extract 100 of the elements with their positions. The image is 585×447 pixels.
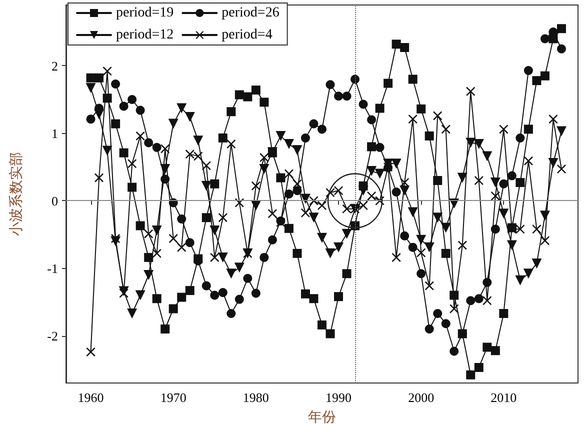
point	[128, 182, 137, 192]
point	[516, 133, 525, 142]
point	[94, 173, 104, 182]
point	[292, 145, 302, 156]
point	[474, 139, 484, 150]
point	[184, 112, 195, 122]
point	[440, 222, 451, 233]
point	[185, 286, 194, 296]
point	[136, 221, 145, 230]
point	[309, 119, 318, 128]
point	[482, 278, 492, 287]
point	[342, 92, 352, 101]
point	[292, 179, 302, 188]
point	[499, 124, 508, 134]
point	[450, 304, 459, 314]
point	[524, 156, 533, 166]
point	[226, 268, 236, 279]
legend-label: period=19	[116, 6, 174, 20]
point	[366, 166, 377, 176]
x-tick-label: 2010	[490, 390, 517, 405]
point	[400, 186, 410, 196]
point	[210, 225, 220, 236]
point	[482, 296, 492, 306]
point	[424, 324, 434, 334]
point	[506, 240, 517, 250]
point	[234, 90, 244, 100]
point	[160, 324, 170, 334]
point	[540, 71, 550, 80]
point	[450, 346, 459, 356]
y-tick-label: -1	[47, 260, 58, 276]
point	[300, 133, 310, 142]
point	[119, 102, 128, 111]
x-axis-title: 年份	[308, 410, 336, 426]
point	[128, 159, 137, 168]
point	[516, 224, 525, 234]
point	[260, 98, 269, 107]
point	[392, 40, 401, 49]
point	[251, 181, 260, 190]
point	[490, 224, 500, 234]
point	[308, 212, 319, 223]
point	[367, 115, 376, 124]
point	[284, 169, 294, 178]
point	[218, 288, 228, 298]
point	[408, 74, 418, 84]
point	[556, 126, 566, 136]
point	[284, 224, 294, 233]
point	[400, 43, 410, 52]
point	[532, 76, 542, 86]
point	[532, 224, 542, 234]
point	[152, 225, 162, 236]
point	[556, 24, 566, 34]
point	[416, 269, 426, 278]
point	[532, 258, 542, 269]
point	[136, 106, 145, 115]
y-axis-title: 小波系数实部	[8, 152, 24, 236]
point	[490, 192, 500, 201]
point	[408, 114, 418, 124]
point	[268, 209, 277, 218]
point	[160, 164, 170, 174]
point	[210, 290, 220, 300]
point	[102, 94, 112, 103]
point	[318, 124, 326, 134]
point	[424, 131, 434, 140]
point	[260, 252, 269, 262]
point	[490, 178, 500, 188]
point	[135, 290, 146, 300]
point	[350, 74, 360, 84]
point	[358, 186, 368, 196]
point	[127, 308, 138, 318]
point	[259, 164, 270, 174]
point	[432, 212, 443, 223]
point	[144, 138, 154, 148]
point	[202, 161, 211, 170]
point	[507, 171, 516, 180]
point	[326, 80, 335, 90]
point	[260, 153, 269, 162]
point	[218, 213, 228, 222]
point	[515, 275, 526, 286]
point	[408, 242, 418, 252]
point	[342, 269, 352, 278]
point	[424, 281, 434, 290]
point	[391, 158, 402, 169]
point	[342, 204, 352, 214]
point	[94, 73, 104, 82]
x-tick-label: 1990	[326, 390, 352, 405]
point	[499, 308, 508, 318]
point	[309, 294, 318, 304]
point	[334, 242, 344, 252]
point	[375, 104, 384, 113]
point	[111, 119, 120, 128]
point	[408, 207, 418, 218]
point	[433, 111, 442, 120]
point	[548, 114, 558, 124]
point	[548, 158, 558, 168]
point	[226, 107, 236, 116]
point	[433, 176, 442, 185]
point	[226, 140, 236, 149]
point	[325, 248, 336, 258]
legend-label: period=26	[222, 6, 280, 20]
point	[111, 79, 120, 88]
